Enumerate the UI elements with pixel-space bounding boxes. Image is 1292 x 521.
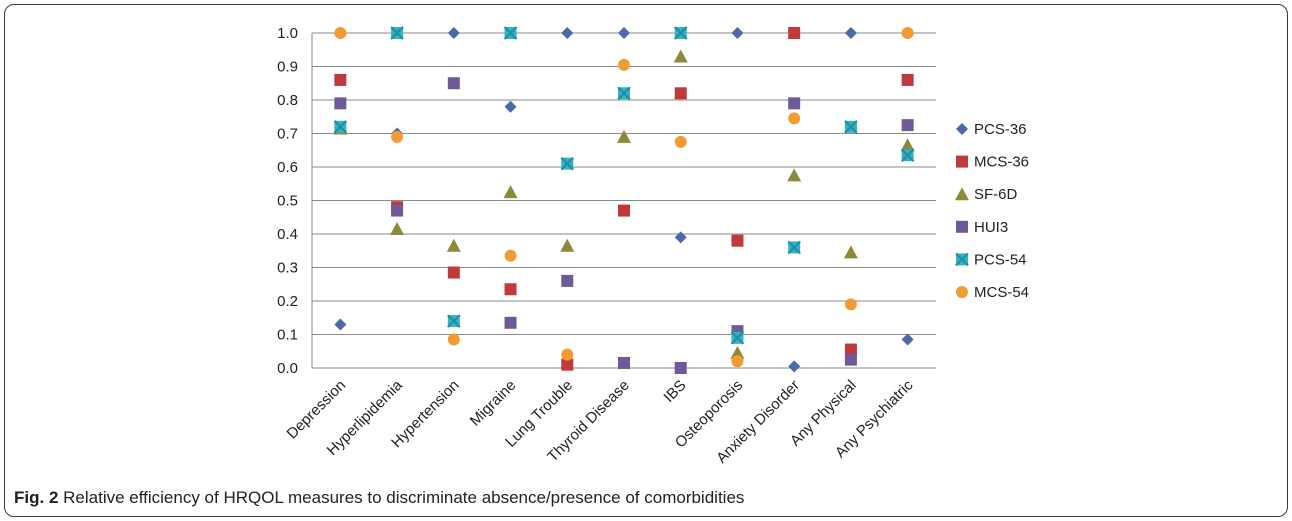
y-tick-label: 0.6 [277,159,298,176]
point-mcs-54 [731,355,744,368]
point-sf-6d [503,185,518,199]
figure-frame [4,4,1288,517]
point-mcs-54 [674,135,687,148]
point-pcs-54 [333,120,348,134]
point-pcs-36 [334,318,347,331]
point-sf-6d [787,168,802,182]
point-sf-6d [900,138,915,152]
point-mcs-36 [674,87,687,100]
point-pcs-54 [560,156,574,171]
point-mcs-54 [334,27,347,39]
point-pcs-54 [390,26,404,40]
y-tick-label: 0.3 [277,260,298,277]
point-pcs-54 [900,148,915,162]
legend-label: PCS-54 [974,251,1027,268]
point-mcs-36 [901,73,914,86]
point-mcs-54 [788,112,801,125]
y-tick-label: 0.8 [277,92,298,109]
point-pcs-54 [447,314,461,328]
point-pcs-36 [618,27,630,39]
y-tick-label: 0.5 [277,193,298,210]
y-axis-ticks: 0.0 0.1 0.2 0.3 0.4 0.5 0.6 0.7 0.8 0.9 1.0 [277,25,298,377]
legend-label: HUI3 [974,219,1008,236]
point-pcs-54 [674,26,688,40]
point-hui3 [901,119,914,132]
legend: PCS-36 MCS-36 SF-6D HUI3 PCS-54 MCS-54 [955,121,1029,301]
point-mcs-54 [504,249,517,262]
x-tick-label: Migraine [467,377,520,430]
legend-marker-pcs-36 [956,123,968,135]
point-mcs-36 [618,204,630,217]
point-sf-6d [843,245,858,259]
point-pcs-54 [844,120,858,134]
point-mcs-36 [731,234,744,247]
point-pcs-36 [504,100,517,113]
point-hui3 [674,362,687,374]
point-mcs-36 [788,27,801,39]
legend-label: MCS-36 [974,154,1029,171]
point-pcs-36 [447,27,460,39]
point-sf-6d [673,49,688,63]
y-tick-label: 0.2 [277,293,298,310]
point-mcs-54 [618,58,630,71]
point-mcs-54 [901,27,914,39]
y-tick-label: 0.4 [277,226,298,243]
point-hui3 [504,316,517,329]
point-mcs-36 [447,266,460,279]
data-points [333,26,915,374]
point-pcs-36 [561,27,574,39]
chart-grid [311,32,936,369]
point-mcs-54 [447,333,460,346]
point-pcs-54 [617,86,631,101]
point-hui3 [561,274,574,287]
point-hui3 [844,353,857,366]
point-hui3 [618,356,630,369]
point-hui3 [447,77,460,90]
point-pcs-36 [788,360,801,373]
legend-label: MCS-54 [974,284,1029,301]
point-pcs-54 [787,240,801,255]
x-tick-label: IBS [660,377,689,406]
point-sf-6d [617,129,631,143]
legend-marker-hui3 [956,220,968,233]
y-tick-label: 0.1 [277,327,298,344]
point-sf-6d [730,345,745,359]
point-sf-6d [390,221,405,235]
legend-marker-mcs-36 [956,155,968,168]
point-pcs-54 [503,26,518,40]
point-mcs-36 [334,73,347,86]
point-mcs-54 [844,298,857,311]
y-tick-label: 1.0 [277,25,298,42]
point-mcs-36 [504,283,517,296]
point-hui3 [391,204,404,217]
point-sf-6d [446,238,461,252]
caption-text: Relative efficiency of HRQOL measures to… [63,488,745,507]
legend-label: SF-6D [974,186,1018,203]
point-sf-6d [560,238,575,252]
point-mcs-36 [844,343,857,356]
point-hui3 [334,97,347,110]
point-mcs-54 [561,348,574,361]
y-tick-label: 0.0 [277,360,298,377]
point-hui3 [788,97,801,110]
legend-marker-mcs-54 [956,286,968,298]
point-mcs-36 [561,358,574,371]
point-mcs-54 [391,130,404,143]
figure-caption: Fig. 2 Relative efficiency of HRQOL meas… [14,488,744,508]
y-tick-label: 0.9 [277,59,298,76]
legend-marker-pcs-54 [955,252,969,267]
point-pcs-54 [730,331,745,345]
point-pcs-36 [731,27,744,39]
caption-label: Fig. 2 [14,488,59,507]
point-pcs-36 [674,231,687,244]
legend-marker-sf-6d [955,187,969,201]
y-tick-label: 0.7 [277,126,298,143]
point-pcs-36 [844,27,857,39]
point-pcs-36 [901,333,914,346]
legend-label: PCS-36 [974,121,1027,138]
